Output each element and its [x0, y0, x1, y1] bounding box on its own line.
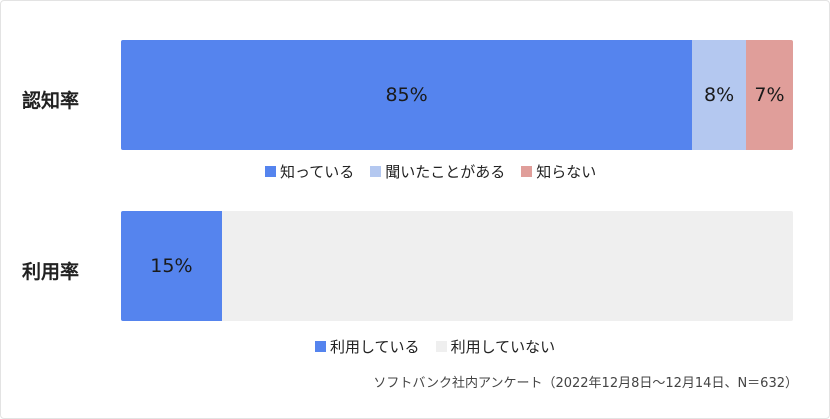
legend-swatch-0-1 [370, 166, 382, 177]
bar-segment-1-1 [221, 211, 793, 321]
data-label-1-0: 15% [150, 255, 193, 277]
legend-swatch-0-0 [265, 166, 276, 177]
legend-item-0-2: 知らない [521, 161, 596, 182]
legend-item-1-1: 利用していない [435, 336, 556, 357]
legend-swatch-1-0 [315, 341, 326, 352]
bar-segment-0-1: 8% [692, 40, 746, 150]
category-label-awareness: 認知率 [22, 90, 80, 112]
legend-swatch-0-2 [521, 166, 533, 177]
legend-item-1-0: 利用している [315, 336, 420, 357]
legend-label-0-0: 知っている [280, 163, 355, 181]
usage-bar: 15% [121, 211, 793, 321]
legend-item-0-0: 知っている [265, 161, 354, 182]
bar-segment-1-0: 15% [121, 211, 222, 321]
legend-label-0-1: 聞いたことがある [385, 163, 506, 181]
category-label-usage: 利用率 [22, 261, 80, 283]
legend-swatch-1-1 [435, 341, 447, 352]
legend-label-1-0: 利用している [330, 338, 420, 356]
bar-segment-0-2: 7% [745, 40, 793, 150]
data-label-0-0: 85% [385, 84, 428, 106]
awareness-legend: 知っている 聞いたことがある 知らない [265, 161, 596, 182]
awareness-bar: 85% 8% 7% [121, 40, 793, 150]
legend-label-1-1: 利用していない [450, 338, 556, 356]
source-footnote: ソフトバンク社内アンケート（2022年12月8日〜12月14日、N＝632） [373, 376, 798, 391]
data-label-0-2: 7% [754, 84, 785, 106]
data-label-0-1: 8% [703, 84, 735, 106]
legend-item-0-1: 聞いたことがある [370, 161, 505, 182]
usage-legend: 利用している 利用していない [315, 336, 555, 357]
bar-segment-0-0: 85% [121, 40, 693, 150]
legend-label-0-2: 知らない [536, 163, 597, 181]
